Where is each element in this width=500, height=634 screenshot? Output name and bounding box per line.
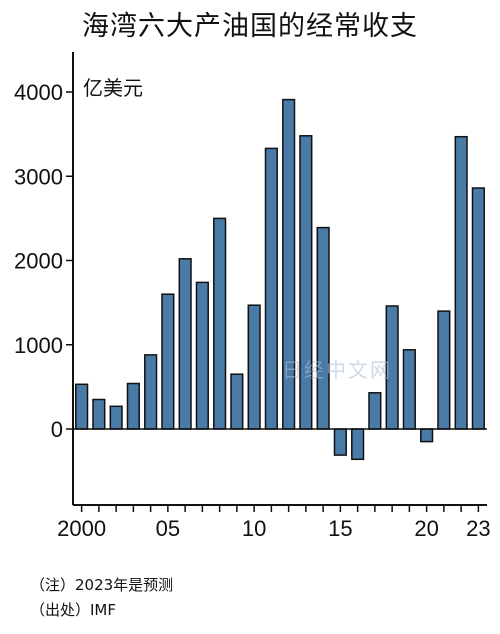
bar-2005 bbox=[161, 293, 175, 430]
bar-2020 bbox=[420, 428, 434, 443]
bar-2017 bbox=[368, 392, 382, 430]
y-axis-unit-label: 亿美元 bbox=[83, 76, 143, 100]
bar-2004 bbox=[144, 354, 158, 430]
note-source: （出处）IMF bbox=[30, 601, 116, 619]
bar-2022 bbox=[454, 135, 468, 430]
watermark: 日经中文网 bbox=[282, 358, 392, 382]
ticks-group: 0 1000 2000 3000 4000 2000 05 10 15 20 23 bbox=[14, 80, 491, 541]
bar-2008 bbox=[213, 217, 227, 430]
bar-2021 bbox=[437, 310, 451, 430]
y-tick-label-2000: 2000 bbox=[14, 249, 63, 274]
bar-2011 bbox=[264, 147, 278, 430]
y-tick-label-0: 0 bbox=[51, 417, 63, 442]
x-tick-label-2023: 23 bbox=[466, 516, 490, 541]
bar-2003 bbox=[126, 382, 140, 430]
x-tick-label-2000: 2000 bbox=[57, 516, 106, 541]
y-tick-label-3000: 3000 bbox=[14, 164, 63, 189]
axes-group bbox=[66, 52, 487, 512]
x-tick-label-2010: 10 bbox=[242, 516, 266, 541]
x-tick-label-2005: 05 bbox=[156, 516, 180, 541]
bar-2019 bbox=[402, 349, 416, 430]
bar-2023 bbox=[471, 187, 485, 430]
bar-2014 bbox=[316, 226, 330, 430]
bar-2002 bbox=[109, 405, 123, 430]
y-tick-label-4000: 4000 bbox=[14, 80, 63, 105]
bar-2001 bbox=[92, 398, 106, 430]
bar-2009 bbox=[230, 373, 244, 430]
bar-2016 bbox=[351, 428, 365, 461]
bar-2015 bbox=[333, 428, 347, 456]
note-forecast: （注）2023年是预测 bbox=[30, 576, 174, 594]
bars-group bbox=[75, 98, 485, 461]
bar-2010 bbox=[247, 304, 261, 430]
x-tick-label-2015: 15 bbox=[328, 516, 352, 541]
chart-title: 海湾六大产油国的经常收支 bbox=[82, 11, 418, 42]
bar-2013 bbox=[299, 135, 313, 430]
x-tick-label-2020: 20 bbox=[414, 516, 438, 541]
bar-2000 bbox=[75, 383, 89, 430]
bar-2006 bbox=[178, 258, 192, 430]
y-tick-label-1000: 1000 bbox=[14, 333, 63, 358]
bar-2007 bbox=[195, 281, 209, 430]
